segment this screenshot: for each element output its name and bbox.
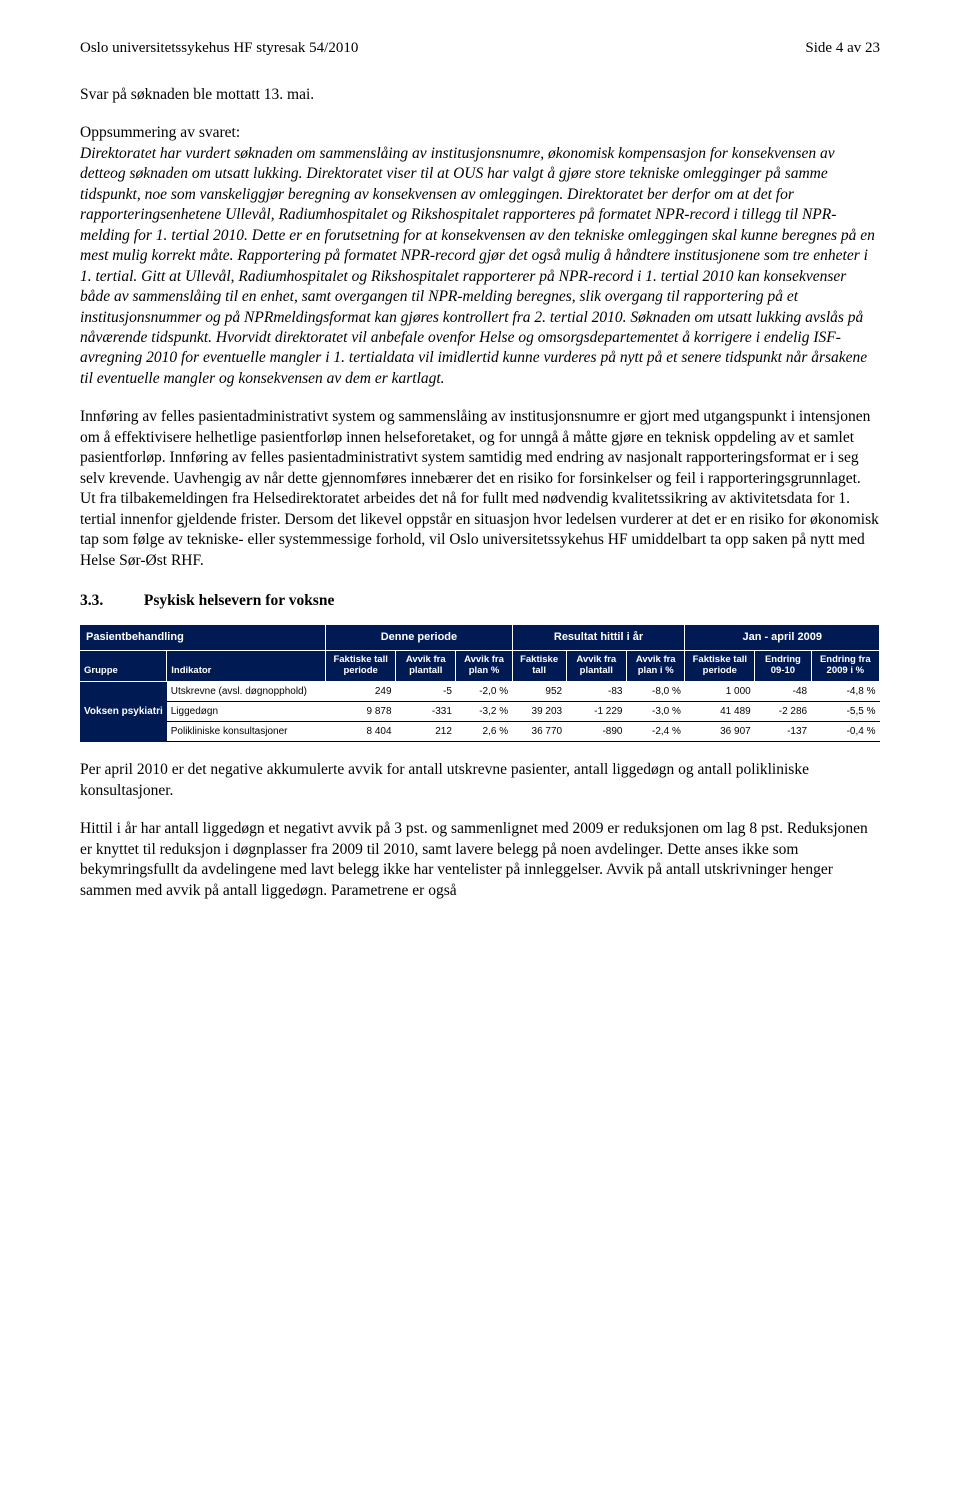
col-indikator: Indikator: [167, 650, 326, 681]
period-label-hittil: Resultat hittil i år: [512, 625, 685, 650]
cell: 36 907: [685, 722, 755, 742]
cell: 952: [512, 681, 566, 701]
section-heading-3-3: 3.3. Psykisk helsevern for voksne: [80, 591, 880, 611]
cell: 36 770: [512, 722, 566, 742]
col-4: Avvik fra plan %: [456, 650, 512, 681]
cell: -0,4 %: [811, 722, 879, 742]
col-6: Avvik fra plantall: [566, 650, 626, 681]
cell: 8 404: [326, 722, 396, 742]
cell: -137: [755, 722, 811, 742]
table-title: Pasientbehandling: [80, 625, 326, 650]
section-number: 3.3.: [80, 591, 140, 611]
cell: -5: [396, 681, 456, 701]
cell: 249: [326, 681, 396, 701]
cell: -3,2 %: [456, 701, 512, 721]
group-label: Voksen psykiatri: [80, 681, 167, 742]
col-gruppe: Gruppe: [80, 650, 167, 681]
intro-line: Svar på søknaden ble mottatt 13. mai.: [80, 85, 880, 105]
cell: -3,0 %: [626, 701, 684, 721]
summary-block: Oppsummering av svaret: Direktoratet har…: [80, 123, 880, 389]
summary-label: Oppsummering av svaret:: [80, 124, 240, 141]
cell: -331: [396, 701, 456, 721]
page-header: Oslo universitetssykehus HF styresak 54/…: [80, 40, 880, 57]
cell: -890: [566, 722, 626, 742]
cell: -4,8 %: [811, 681, 879, 701]
cell: -2,0 %: [456, 681, 512, 701]
col-8: Faktiske tall periode: [685, 650, 755, 681]
table-row: Liggedøgn 9 878 -331 -3,2 % 39 203 -1 22…: [80, 701, 880, 721]
cell: 41 489: [685, 701, 755, 721]
section-title: Psykisk helsevern for voksne: [144, 592, 334, 609]
table-row: Polikliniske konsultasjoner 8 404 212 2,…: [80, 722, 880, 742]
paragraph-4: Hittil i år har antall liggedøgn et nega…: [80, 819, 880, 901]
cell: 212: [396, 722, 456, 742]
indikator-1: Liggedøgn: [167, 701, 326, 721]
indikator-0: Utskrevne (avsl. døgnopphold): [167, 681, 326, 701]
table-row: Voksen psykiatri Utskrevne (avsl. døgnop…: [80, 681, 880, 701]
cell: 9 878: [326, 701, 396, 721]
col-3: Avvik fra plantall: [396, 650, 456, 681]
cell: -5,5 %: [811, 701, 879, 721]
col-9: Endring 09-10: [755, 650, 811, 681]
col-5: Faktiske tall: [512, 650, 566, 681]
period-label-jan-april: Jan - april 2009: [685, 625, 880, 650]
indikator-2: Polikliniske konsultasjoner: [167, 722, 326, 742]
header-left: Oslo universitetssykehus HF styresak 54/…: [80, 40, 358, 57]
cell: 39 203: [512, 701, 566, 721]
cell: -2,4 %: [626, 722, 684, 742]
cell: -2 286: [755, 701, 811, 721]
paragraph-2: Innføring av felles pasientadministrativ…: [80, 407, 880, 571]
cell: -1 229: [566, 701, 626, 721]
paragraph-3: Per april 2010 er det negative akkumuler…: [80, 760, 880, 801]
cell: -83: [566, 681, 626, 701]
summary-body: Direktoratet har vurdert søknaden om sam…: [80, 145, 875, 387]
cell: 2,6 %: [456, 722, 512, 742]
table-header: Pasientbehandling Denne periode Resultat…: [80, 625, 880, 681]
pasientbehandling-table: Pasientbehandling Denne periode Resultat…: [80, 625, 880, 742]
header-right: Side 4 av 23: [805, 40, 880, 57]
col-7: Avvik fra plan i %: [626, 650, 684, 681]
col-10: Endring fra 2009 i %: [811, 650, 879, 681]
col-2: Faktiske tall periode: [326, 650, 396, 681]
period-label-denne: Denne periode: [326, 625, 512, 650]
table-body: Voksen psykiatri Utskrevne (avsl. døgnop…: [80, 681, 880, 742]
cell: -48: [755, 681, 811, 701]
cell: -8,0 %: [626, 681, 684, 701]
cell: 1 000: [685, 681, 755, 701]
